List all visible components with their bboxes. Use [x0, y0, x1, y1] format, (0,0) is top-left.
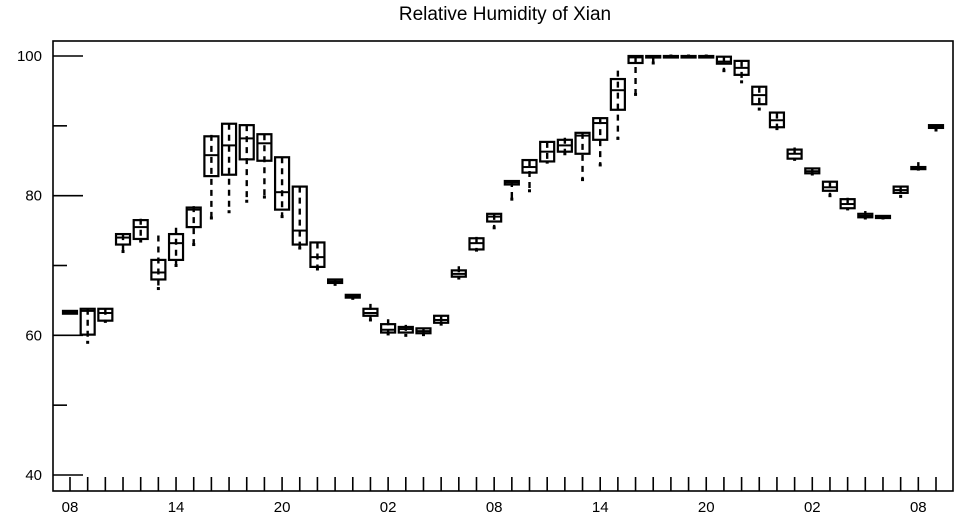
box-plot: [821, 180, 839, 198]
x-tick-label: 08: [910, 499, 927, 516]
box-plot: [185, 206, 202, 247]
box-plot: [132, 218, 149, 243]
y-tick-label: 100: [17, 48, 42, 65]
box-plot: [397, 324, 414, 337]
box-plot: [521, 158, 538, 193]
box-plot: [114, 232, 132, 254]
box-plot: [291, 185, 308, 250]
x-tick-label: 02: [804, 499, 821, 516]
box-plot: [574, 131, 591, 182]
box-plot: [79, 307, 96, 344]
x-tick-label: 02: [380, 499, 397, 516]
box-plot: [839, 197, 856, 211]
box-plot: [751, 85, 768, 111]
box-plot: [627, 54, 644, 96]
box-plot: [415, 327, 432, 337]
box: [273, 156, 291, 211]
box-plot: [733, 59, 750, 84]
x-tick-label: 20: [274, 499, 291, 516]
box-plot: [910, 162, 927, 171]
box-plot: [203, 134, 220, 220]
box-plot: [768, 111, 786, 131]
box-plot: [786, 147, 803, 161]
box-plot: [238, 124, 255, 203]
box-plot: [715, 55, 733, 73]
box: [114, 232, 132, 246]
x-tick-label: 14: [592, 499, 609, 516]
box: [132, 219, 149, 241]
box: [574, 131, 591, 155]
x-tick-label: 14: [168, 499, 185, 516]
box-plot: [468, 236, 485, 252]
box: [185, 206, 202, 229]
box: [167, 232, 185, 262]
box: [238, 124, 255, 161]
box-plot: [486, 212, 503, 230]
box-plot: [309, 241, 326, 271]
box: [291, 185, 308, 246]
box: [715, 55, 733, 65]
box: [256, 133, 273, 162]
box: [97, 307, 114, 322]
box: [821, 180, 839, 192]
box-plot: [857, 211, 874, 220]
box: [592, 117, 609, 141]
box: [79, 307, 96, 336]
box-plot: [592, 117, 609, 167]
box-plot: [97, 307, 114, 323]
box-plot: [380, 319, 397, 336]
box: [627, 54, 644, 65]
boxes-layer: [61, 54, 945, 344]
box-plot: [503, 179, 520, 201]
box: [203, 135, 220, 178]
x-tick-label: 20: [698, 499, 715, 516]
box-plot: [662, 54, 679, 59]
box-plot: [327, 278, 344, 286]
x-tick-label: 08: [486, 499, 503, 516]
box-plot: [645, 54, 662, 65]
box-plot: [344, 293, 361, 300]
plot-frame: [52, 40, 954, 492]
chart-title: Relative Humidity of Xian: [398, 4, 612, 25]
box-plot: [804, 167, 821, 176]
box-plot: [167, 227, 185, 267]
box-plot: [680, 54, 697, 59]
box-plot: [927, 124, 945, 132]
box-plot: [362, 303, 379, 322]
box-plot: [220, 122, 238, 214]
box-plot: [433, 314, 450, 326]
y-tick-label: 80: [25, 188, 42, 205]
box-plot: [61, 309, 79, 315]
x-tick-label: 08: [62, 499, 79, 516]
y-tick-label: 60: [25, 327, 42, 344]
y-axis: 40 60 80 100: [17, 48, 83, 484]
box: [309, 241, 326, 268]
box-plot: [150, 235, 167, 291]
box-plot: [556, 137, 573, 156]
box: [486, 212, 503, 223]
box: [380, 323, 397, 334]
box-plot: [273, 156, 291, 219]
box-plot: [539, 140, 556, 164]
box-plot: [450, 266, 467, 280]
box-plot: [256, 133, 273, 199]
box-plot: [698, 54, 715, 59]
box-plot: [892, 185, 909, 198]
y-tick-label: 40: [25, 467, 42, 484]
box: [150, 258, 167, 281]
box: [609, 77, 626, 111]
box-plot: [609, 70, 626, 140]
box-plot: [874, 214, 892, 220]
x-axis: 08 14 20 02 08 14 20 02 08: [62, 477, 937, 516]
box: [220, 122, 238, 176]
